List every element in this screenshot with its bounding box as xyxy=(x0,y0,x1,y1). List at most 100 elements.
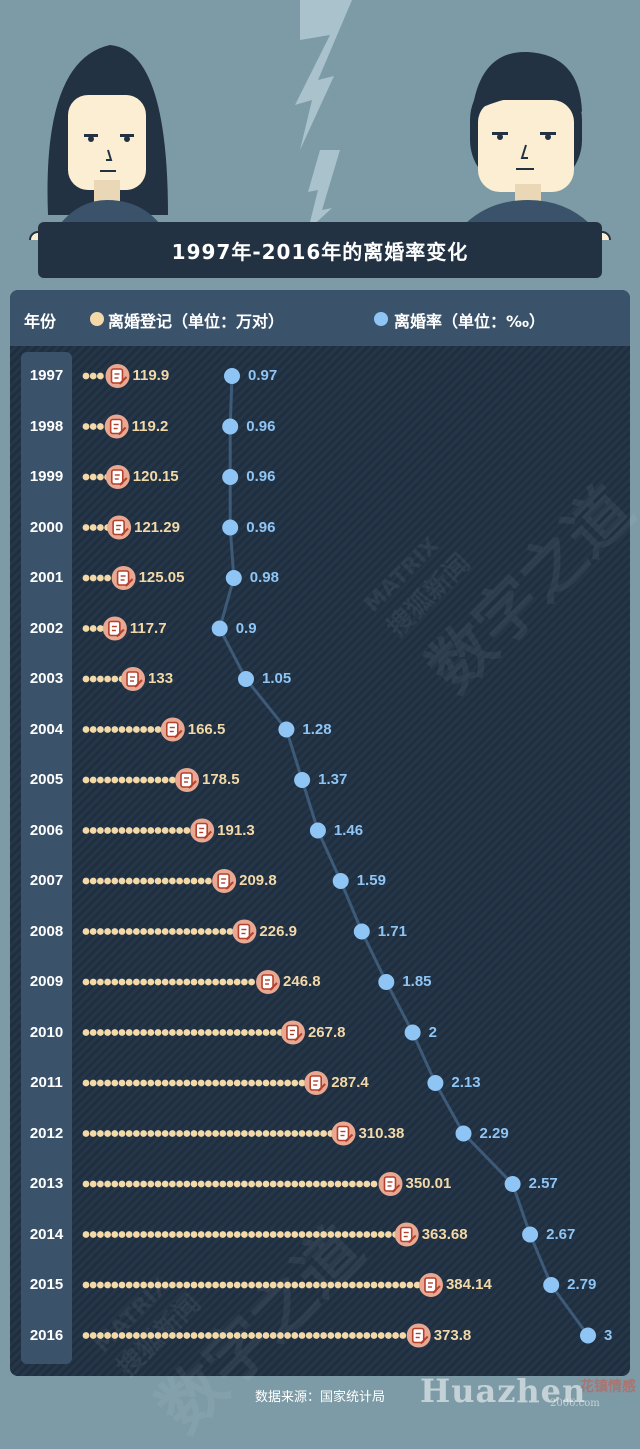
registration-bar xyxy=(82,827,191,834)
registration-value-label: 287.4 xyxy=(331,1074,369,1091)
year-label: 2013 xyxy=(29,1175,64,1192)
brand-site: 2006.com xyxy=(550,1398,600,1409)
registration-value-label: 209.8 xyxy=(239,872,277,889)
registration-value-label: 119.2 xyxy=(131,417,169,435)
infographic: 1997年-2016年的离婚率变化 年份 离婚登记（单位：万对） 离婚率（单位：… xyxy=(10,0,636,1410)
woman-avatar-icon xyxy=(47,45,168,224)
registration-bar xyxy=(82,726,162,733)
brand-cn: 花镇情感 xyxy=(580,1379,636,1395)
year-label: 2016 xyxy=(29,1326,64,1344)
rate-value-label: 2 xyxy=(428,1023,437,1041)
rate-value-label: 1.05 xyxy=(262,670,292,687)
rate-point xyxy=(543,1277,560,1293)
registration-marker-icon xyxy=(304,1071,329,1095)
rate-point xyxy=(378,974,395,990)
chart-plot xyxy=(82,364,596,1348)
registration-value-label: 191.3 xyxy=(217,821,255,839)
rate-value-label: 0.9 xyxy=(235,619,257,637)
registration-bar xyxy=(82,524,111,531)
registration-marker-icon xyxy=(331,1121,356,1146)
rate-point xyxy=(222,418,239,435)
rate-value-label: 3 xyxy=(604,1326,613,1344)
registration-value-label: 310.38 xyxy=(358,1124,405,1142)
registration-value-label: 117.7 xyxy=(129,619,167,637)
year-label: 2005 xyxy=(29,771,64,788)
year-column xyxy=(21,352,72,1364)
year-label: 2007 xyxy=(29,872,64,889)
rate-point xyxy=(522,1226,539,1243)
rate-value-label: 2.67 xyxy=(546,1225,576,1243)
rate-point xyxy=(427,1075,444,1091)
registration-value-label: 226.9 xyxy=(259,922,297,940)
registration-bar xyxy=(82,1079,306,1087)
year-label: 1997 xyxy=(29,367,64,384)
registration-marker-icon xyxy=(256,970,281,994)
rate-value-label: 2.79 xyxy=(567,1276,597,1293)
chart-title: 1997年-2016年的离婚率变化 xyxy=(38,222,602,278)
legend-registrations-swatch xyxy=(90,312,104,326)
year-label: 1998 xyxy=(29,417,64,435)
registration-marker-icon xyxy=(418,1273,443,1297)
registration-marker-icon xyxy=(105,465,130,489)
registration-bar xyxy=(82,978,256,986)
rate-point xyxy=(332,873,349,889)
registration-bar xyxy=(82,1180,378,1188)
registration-value-label: 267.8 xyxy=(307,1023,346,1041)
legend: 年份 离婚登记（单位：万对） 离婚率（单位：‰） xyxy=(10,290,630,346)
registration-bar xyxy=(82,625,104,632)
registration-bar xyxy=(82,423,104,430)
registration-marker-icon xyxy=(160,717,185,742)
rate-point xyxy=(238,671,254,687)
registration-value-label: 125.05 xyxy=(138,569,185,586)
registration-bar xyxy=(82,1281,421,1289)
year-label: 2003 xyxy=(29,670,64,687)
registration-value-label: 384.14 xyxy=(445,1276,492,1293)
registration-marker-icon xyxy=(105,364,130,388)
registration-bar xyxy=(82,574,111,582)
rate-point xyxy=(278,721,295,738)
year-label: 2002 xyxy=(29,619,64,637)
registration-marker-icon xyxy=(107,515,132,540)
registration-marker-icon xyxy=(394,1222,419,1247)
rate-value-label: 1.28 xyxy=(302,720,332,738)
year-column-header: 年份 xyxy=(24,312,57,331)
registration-value-label: 246.8 xyxy=(283,973,321,990)
header-illustration xyxy=(29,0,611,240)
year-label: 2008 xyxy=(29,922,64,940)
year-label: 2001 xyxy=(29,569,64,586)
registration-value-label: 363.68 xyxy=(421,1225,468,1243)
registration-marker-icon xyxy=(280,1020,305,1045)
registration-value-label: 133 xyxy=(148,670,174,687)
rate-point xyxy=(309,822,326,839)
registration-bar xyxy=(82,1231,399,1238)
rate-point xyxy=(353,923,370,940)
year-label: 2000 xyxy=(29,518,64,536)
registration-value-label: 119.9 xyxy=(132,367,170,384)
registration-bar xyxy=(82,1130,335,1137)
registration-value-label: 350.01 xyxy=(405,1175,452,1192)
year-label: 2010 xyxy=(29,1023,64,1041)
registration-value-label: 178.5 xyxy=(202,771,240,788)
registration-bar xyxy=(82,1332,407,1339)
lightning-icon xyxy=(295,0,352,150)
registration-marker-icon xyxy=(190,818,215,843)
year-label: 2015 xyxy=(29,1276,64,1293)
rate-point xyxy=(404,1024,421,1041)
registration-bar xyxy=(82,675,126,683)
year-label: 2011 xyxy=(30,1074,63,1091)
registration-bar xyxy=(82,1029,284,1036)
registration-value-label: 121.29 xyxy=(134,518,180,536)
rate-value-label: 1.71 xyxy=(377,922,407,940)
registration-marker-icon xyxy=(406,1323,431,1348)
rate-value-label: 2.13 xyxy=(451,1074,481,1091)
rate-value-label: 0.96 xyxy=(246,518,276,536)
legend-rate-swatch xyxy=(374,312,388,326)
rate-value-label: 1.46 xyxy=(333,821,364,839)
year-label: 2009 xyxy=(29,973,64,990)
registration-bar xyxy=(82,776,176,784)
registration-marker-icon xyxy=(102,616,127,641)
registration-value-label: 166.5 xyxy=(187,720,226,738)
registration-marker-icon xyxy=(111,566,136,590)
year-label: 1999 xyxy=(29,468,64,485)
registration-marker-icon xyxy=(104,414,129,439)
